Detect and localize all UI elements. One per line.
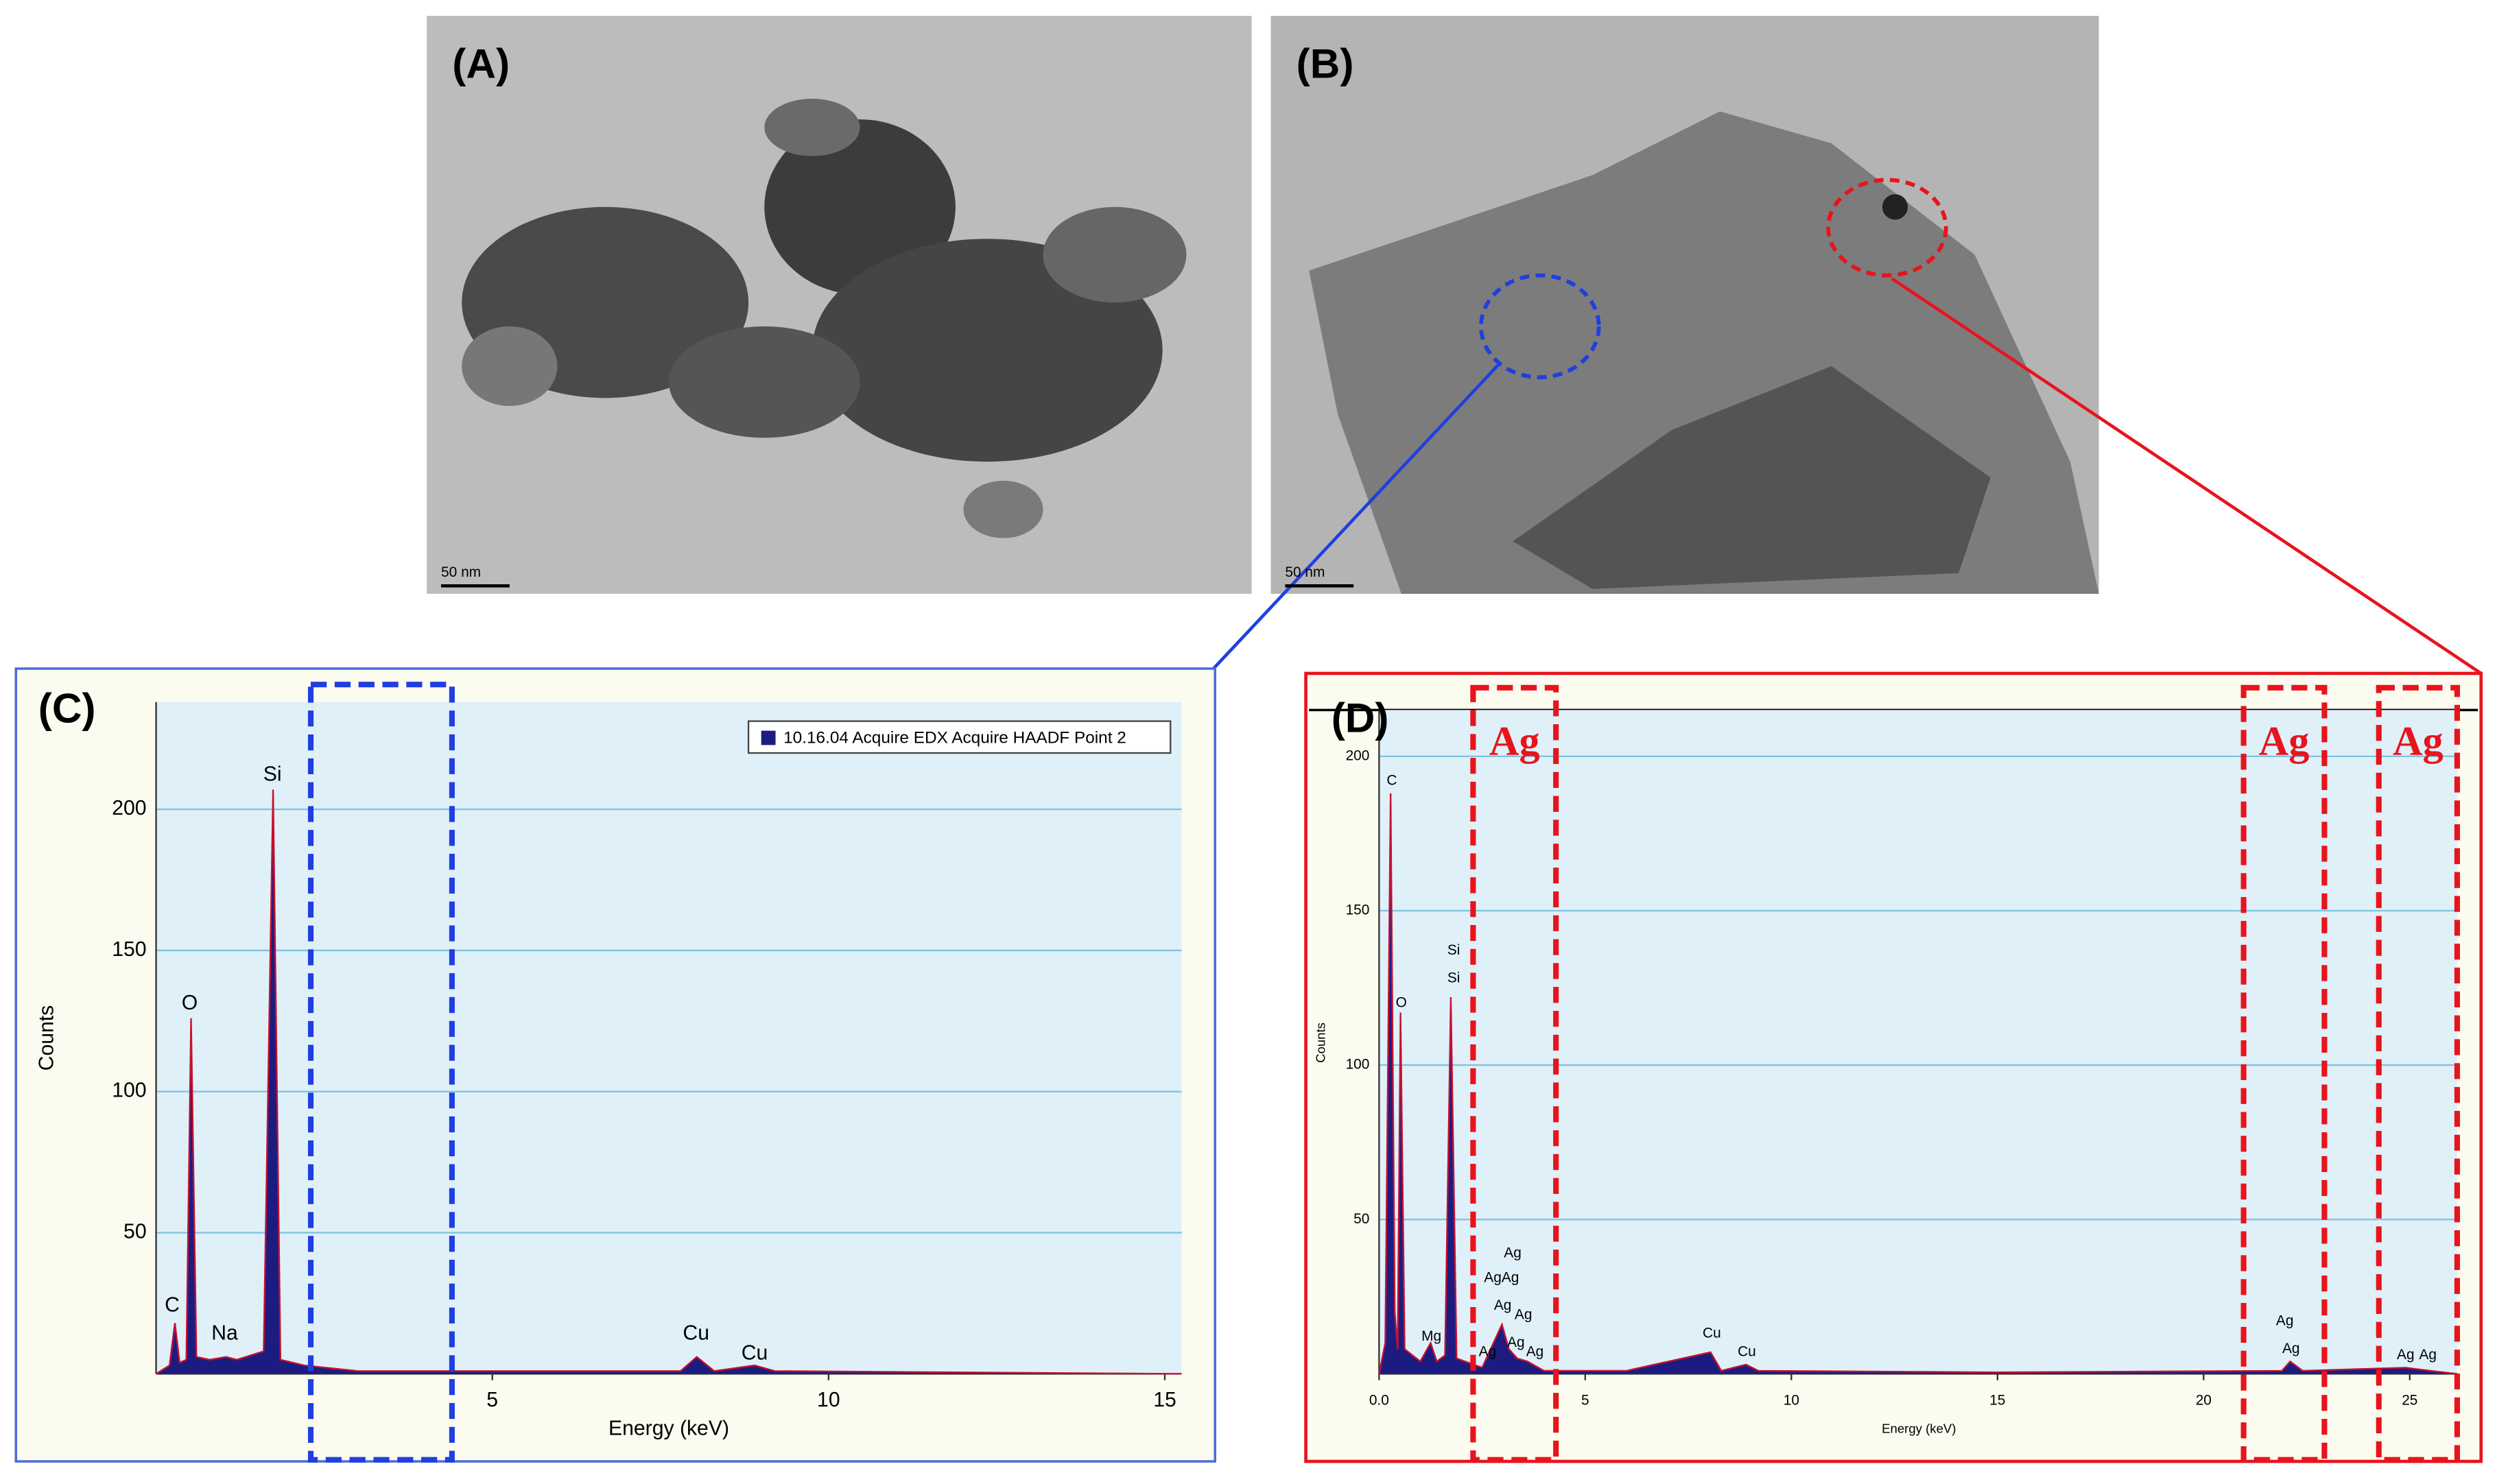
peak-label: Cu [1738, 1343, 1756, 1359]
peak-label: AgAg [1484, 1269, 1519, 1285]
highlight-region [2240, 684, 2328, 1463]
legend-swatch [761, 730, 776, 745]
spectrum [1378, 793, 2458, 1375]
peak-label: Ag [1479, 1343, 1497, 1359]
tem-image-a [427, 16, 1252, 594]
highlight-region [307, 682, 455, 1463]
x-tick-label: 0.0 [1369, 1392, 1389, 1408]
peak-label: Cu [1703, 1325, 1721, 1341]
plot-area [156, 702, 1182, 1374]
region-label: Ag [2259, 718, 2310, 764]
peak-label: C [1386, 772, 1397, 788]
peak-label: Ag [2419, 1347, 2437, 1363]
x-tick-label: 5 [486, 1389, 498, 1411]
panel-label: (D) [1332, 695, 1389, 741]
x-tick-label: 20 [2196, 1392, 2212, 1408]
peak-label: O [1396, 995, 1407, 1011]
y-tick-label: 150 [112, 938, 146, 961]
y-tick-label: 100 [1346, 1057, 1370, 1073]
panel-label: (C) [38, 685, 96, 732]
y-tick-label: 200 [112, 797, 146, 819]
peak-label: Ag [1504, 1245, 1522, 1260]
peak-label: Si [1447, 942, 1460, 958]
peak-label: Ag [1507, 1335, 1525, 1350]
y-tick-label: 50 [1353, 1211, 1369, 1227]
x-tick-label: 5 [1581, 1392, 1589, 1408]
highlight-region [1470, 684, 1559, 1463]
peak-label: Na [211, 1322, 238, 1345]
y-axis-label: Counts [36, 1005, 58, 1071]
connector [1891, 277, 2483, 675]
region-label: Ag [1489, 718, 1540, 764]
peak-label: Cu [683, 1322, 709, 1345]
peak-label: Cu [742, 1342, 768, 1365]
peak-label: Ag [1494, 1297, 1512, 1313]
peak-label: Ag [1515, 1306, 1532, 1322]
legend-box [747, 720, 1172, 754]
plot-area [1379, 710, 2457, 1374]
peak-label: Mg [1421, 1328, 1441, 1344]
x-tick-label: 15 [1989, 1392, 2005, 1408]
peak-label: Ag [2282, 1341, 2300, 1356]
peak-label: O [182, 992, 198, 1014]
x-axis-label: Energy (keV) [608, 1417, 729, 1440]
tem-image-b [1270, 16, 2099, 594]
legend-entry: 10.16.04 Acquire EDX Acquire HAADF Point… [783, 729, 1126, 747]
connector [1212, 361, 1502, 670]
y-tick-label: 100 [112, 1079, 146, 1102]
x-tick-label: 10 [1784, 1392, 1799, 1408]
peak-label: C [165, 1294, 180, 1317]
x-tick-label: 15 [1153, 1389, 1176, 1411]
region-label: Ag [2393, 718, 2443, 764]
scale-bar-label: 50 nm [441, 564, 481, 580]
peak-label: Ag [1526, 1343, 1544, 1359]
panel-label: (B) [1297, 40, 1354, 86]
peak-label: Si [263, 763, 282, 786]
x-tick-label: 25 [2402, 1392, 2417, 1408]
scale-bar-label: 50 nm [1285, 564, 1325, 580]
x-tick-label: 10 [817, 1389, 840, 1411]
peak-label: Ag [2397, 1347, 2415, 1363]
y-tick-label: 150 [1346, 902, 1370, 918]
y-tick-label: 200 [1346, 747, 1370, 763]
spectrum [155, 789, 1182, 1375]
y-axis-label: Counts [1314, 1022, 1328, 1063]
peak-label: Ag [2276, 1313, 2294, 1328]
y-tick-label: 50 [123, 1221, 147, 1243]
x-axis-label: Energy (keV) [1882, 1422, 1956, 1436]
panel-label: (A) [452, 40, 510, 86]
peak-label: Si [1447, 970, 1460, 986]
highlight-region [2376, 684, 2460, 1463]
